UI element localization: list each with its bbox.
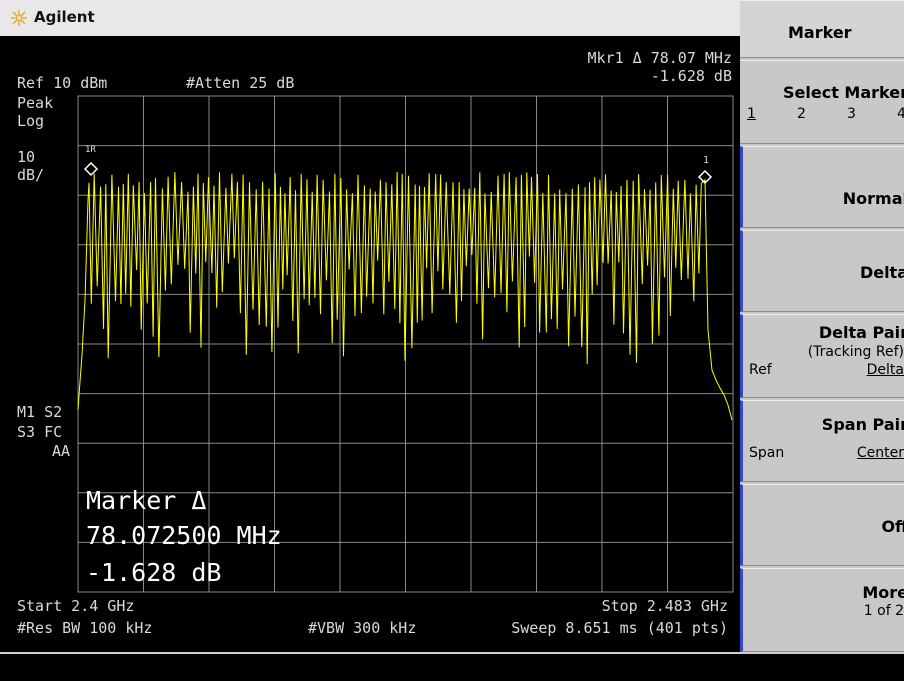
analyzer-screen (0, 0, 740, 652)
select-marker-option-2: 2 (797, 106, 806, 122)
span-pair-label: Span Pair (821, 415, 904, 434)
marker-box-frequency: 78.072500 MHz (86, 521, 282, 550)
span-pair-softkey[interactable]: Span Pair Span Center (740, 400, 904, 482)
delta-pair-ref-option: Ref (749, 362, 772, 378)
m1s2-label: M1 S2 (17, 403, 63, 421)
delta-pair-label: Delta Pair (818, 323, 904, 342)
scale-value-label: 10 (17, 148, 36, 166)
marker-1r (83, 161, 99, 177)
s3fc-label: S3 FC (17, 423, 63, 441)
spectrum-display (77, 95, 734, 593)
scale-type-label: Log (17, 112, 45, 130)
marker-readout-value: -1.628 dB (650, 67, 732, 85)
more-softkey[interactable]: More 1 of 2 (740, 568, 904, 652)
more-page-indicator: 1 of 2 (863, 603, 904, 619)
menu-title: Marker (740, 0, 904, 58)
off-softkey[interactable]: Off (740, 484, 904, 566)
sweep-info: Sweep 8.651 ms (401 pts) (511, 619, 728, 637)
marker-delta-label: 1 (703, 155, 710, 166)
stop-frequency: Stop 2.483 GHz (601, 597, 728, 615)
brand-name: Agilent (34, 8, 95, 26)
more-label: More (862, 583, 904, 602)
brand-bar: Agilent (0, 0, 740, 36)
select-marker-option-4: 4 (897, 106, 904, 122)
delta-softkey[interactable]: Delta (740, 230, 904, 312)
span-pair-span-option: Span (749, 445, 785, 461)
marker-1 (697, 169, 713, 185)
attenuation: #Atten 25 dB (186, 74, 295, 92)
scale-unit-label: dB/ (17, 166, 45, 184)
ref-level: Ref 10 dBm (17, 74, 108, 92)
delta-pair-sub: (Tracking Ref) (807, 344, 904, 360)
vbw: #VBW 300 kHz (308, 619, 417, 637)
normal-softkey[interactable]: Normal (740, 146, 904, 228)
agilent-logo-icon (11, 10, 27, 26)
marker-readout: Mkr1 Δ 78.07 MHz (587, 49, 733, 67)
detector-label: Peak (17, 94, 54, 112)
res-bw: #Res BW 100 kHz (17, 619, 153, 637)
select-marker-option-1: 1 (747, 106, 756, 122)
select-marker-option-3: 3 (847, 106, 856, 122)
marker-ref-label: 1R (85, 145, 96, 155)
marker-box-amplitude: -1.628 dB (86, 558, 222, 587)
status-bar (0, 652, 904, 681)
aa-label: AA (52, 442, 71, 460)
start-frequency: Start 2.4 GHz (17, 597, 135, 615)
softkey-panel: Marker Select Marker 1 2 3 4 Normal Delt… (740, 0, 904, 652)
span-pair-center-option: Center (856, 445, 904, 461)
marker-box-title: Marker Δ (86, 486, 207, 515)
spectrum-trace (77, 171, 733, 421)
delta-pair-delta-option: Delta (866, 362, 904, 378)
select-marker-softkey[interactable]: Select Marker 1 2 3 4 (740, 60, 904, 144)
select-marker-label: Select Marker (783, 83, 904, 102)
delta-pair-softkey[interactable]: Delta Pair (Tracking Ref) Ref Delta (740, 314, 904, 398)
